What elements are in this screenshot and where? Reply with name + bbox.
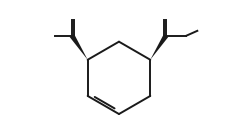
- Polygon shape: [70, 34, 88, 60]
- Polygon shape: [150, 34, 168, 60]
